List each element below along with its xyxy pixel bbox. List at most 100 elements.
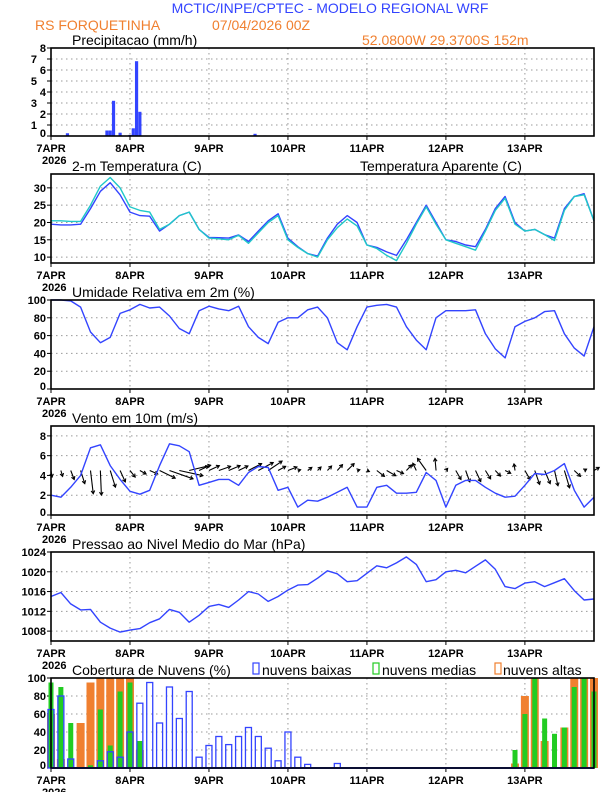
- cloud-bar-nuvens-medias: [137, 741, 143, 768]
- wind-vector-head: [444, 467, 449, 472]
- wind-vector: [248, 463, 262, 471]
- cloud-bar-nuvens-medias: [97, 709, 103, 768]
- y-tick-label: 1012: [22, 606, 46, 618]
- cloud-bar-nuvens-baixas: [244, 726, 253, 769]
- precip-bar: [65, 133, 70, 136]
- wind-vector: [228, 465, 241, 472]
- y-tick-label: 15: [34, 235, 46, 247]
- y-tick-label: 5: [31, 76, 37, 88]
- x-tick-label: 7APR: [36, 648, 65, 660]
- cloud-bar-nuvens-baixas: [254, 735, 262, 769]
- x-tick-label: 12APR: [428, 775, 464, 787]
- wind-vector-head: [477, 478, 482, 483]
- wind-vector-head: [71, 475, 76, 481]
- x-tick-label: 8APR: [115, 143, 144, 155]
- cloud-bar-nuvens-medias: [127, 682, 133, 768]
- x-tick-label: 10APR: [270, 522, 306, 534]
- wind-vector-head: [496, 472, 502, 477]
- wind-vector: [563, 470, 571, 488]
- precip-bar: [138, 111, 142, 136]
- y-tick-label: 8: [40, 43, 46, 55]
- wind-vector-head: [269, 461, 275, 466]
- wind-vector: [346, 463, 355, 471]
- station-name: RS FORQUETINHA: [35, 17, 161, 33]
- y-tick-label: 0: [40, 128, 46, 140]
- wind-vector: [258, 462, 274, 471]
- x-tick-label: 12APR: [428, 522, 464, 534]
- y-tick-label: 2: [40, 109, 46, 121]
- wind-vector: [208, 465, 220, 471]
- x-tick-label: 8APR: [115, 270, 144, 282]
- x-tick-label: 8APR: [115, 522, 144, 534]
- wind-vector-head: [536, 480, 541, 486]
- wind-vector: [513, 463, 516, 471]
- x-tick-label: 11APR: [349, 522, 384, 534]
- wind-vector: [159, 470, 176, 479]
- x-tick-label: 9APR: [194, 522, 223, 534]
- wind-vector-head: [278, 460, 283, 465]
- rh-title: Umidade Relativa em 2m (%): [72, 284, 255, 300]
- y-tick-label: 3: [31, 98, 37, 110]
- wind-vector-head: [308, 466, 313, 471]
- precip-bar: [105, 130, 109, 136]
- x-tick-label: 7APR: [36, 396, 65, 408]
- x-tick-label: 13APR: [507, 648, 543, 660]
- wind-vector-head: [350, 462, 355, 468]
- cloud-bar-nuvens-medias: [571, 687, 577, 768]
- wind-vector: [89, 470, 94, 494]
- y-tick-label: 20: [34, 217, 46, 229]
- wind-vector: [417, 458, 427, 471]
- wind-vector: [534, 470, 541, 485]
- x-tick-label: 13APR: [507, 775, 543, 787]
- wind-vector-head: [258, 462, 263, 467]
- wind-vector: [287, 466, 298, 472]
- wind-vector-head: [317, 466, 322, 471]
- wind-vector-head: [122, 478, 127, 483]
- y-tick-label: 0: [40, 760, 46, 772]
- x-tick-label: 8APR: [115, 648, 144, 660]
- y-tick-label: 1008: [22, 626, 46, 638]
- wind-vector-head: [399, 470, 405, 475]
- x-tick-label: 10APR: [270, 143, 306, 155]
- x-tick-label: 10APR: [270, 648, 306, 660]
- x-tick-label: 7APR: [36, 522, 65, 534]
- x-tick-label: 10APR: [270, 396, 306, 408]
- main-title: MCTIC/INPE/CPTEC - MODELO REGIONAL WRF: [172, 0, 489, 16]
- y-tick-label: 1024: [22, 547, 47, 559]
- cloud-bar-nuvens-medias: [512, 750, 518, 768]
- wind-vector: [238, 465, 249, 471]
- cloud-bar-nuvens-medias: [117, 691, 123, 768]
- wind-vector: [70, 470, 75, 480]
- y-tick-label: 0: [40, 507, 46, 519]
- wind-vector-head: [81, 480, 87, 485]
- y-tick-label: 6: [40, 451, 46, 463]
- x-tick-label: 13APR: [507, 143, 543, 155]
- cloud-bar-nuvens-baixas: [234, 735, 243, 769]
- cloud-bar-nuvens-baixas: [146, 681, 154, 769]
- y-tick-label: 8: [40, 431, 46, 443]
- cloud-bar-nuvens-medias: [87, 765, 93, 768]
- wind-vector-head: [90, 490, 96, 495]
- cloud-bar-nuvens-medias: [581, 678, 587, 768]
- y-tick-label: 0: [40, 381, 46, 393]
- year-label: 2026: [42, 787, 66, 792]
- wind-vector-head: [293, 465, 298, 471]
- precip-bar: [108, 130, 112, 136]
- y-tick-label: 10: [34, 252, 46, 264]
- y-tick-label: 25: [34, 200, 46, 212]
- wind-vector-head: [380, 472, 386, 478]
- location-info: 52.0800W 29.3700S 152m: [362, 32, 529, 48]
- y-tick-label: 30: [34, 183, 46, 195]
- year-label: 2026: [42, 660, 66, 672]
- wind-vector: [267, 460, 283, 471]
- wind-vector: [99, 470, 102, 496]
- precip-bar: [253, 133, 257, 136]
- wind-vector-head: [411, 462, 417, 467]
- cloud-bar-nuvens-baixas: [274, 760, 282, 769]
- wind-vector-head: [142, 470, 148, 475]
- legend-high-swatch: [494, 662, 502, 675]
- wind-vector-head: [512, 462, 517, 468]
- wind-vector: [412, 462, 417, 471]
- y-tick-label: 100: [28, 295, 46, 307]
